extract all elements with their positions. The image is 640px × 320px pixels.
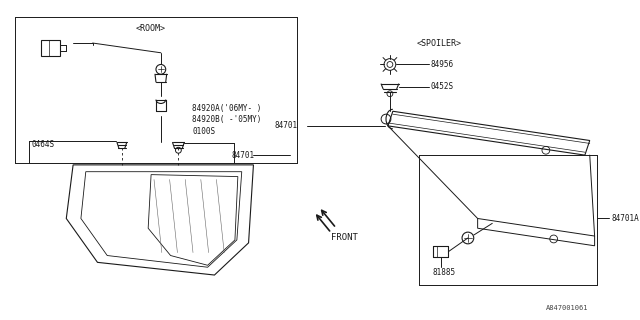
Text: <SPOILER>: <SPOILER>	[416, 38, 461, 48]
Text: 84920B( -'05MY): 84920B( -'05MY)	[192, 115, 261, 124]
Text: 0464S: 0464S	[31, 140, 54, 149]
Text: 84701A: 84701A	[611, 214, 639, 223]
Text: 81885: 81885	[433, 268, 456, 276]
Text: 0100S: 0100S	[192, 127, 215, 136]
Text: 84701: 84701	[275, 121, 298, 130]
Text: FRONT: FRONT	[332, 234, 358, 243]
Text: A847001061: A847001061	[546, 305, 588, 311]
FancyArrowPatch shape	[322, 210, 335, 226]
Text: 0452S: 0452S	[431, 82, 454, 92]
Text: <ROOM>: <ROOM>	[136, 24, 166, 33]
Text: 84956: 84956	[431, 60, 454, 69]
Text: 84920A('06MY- ): 84920A('06MY- )	[192, 104, 261, 113]
Text: 84701: 84701	[232, 151, 255, 160]
FancyArrowPatch shape	[317, 215, 330, 231]
